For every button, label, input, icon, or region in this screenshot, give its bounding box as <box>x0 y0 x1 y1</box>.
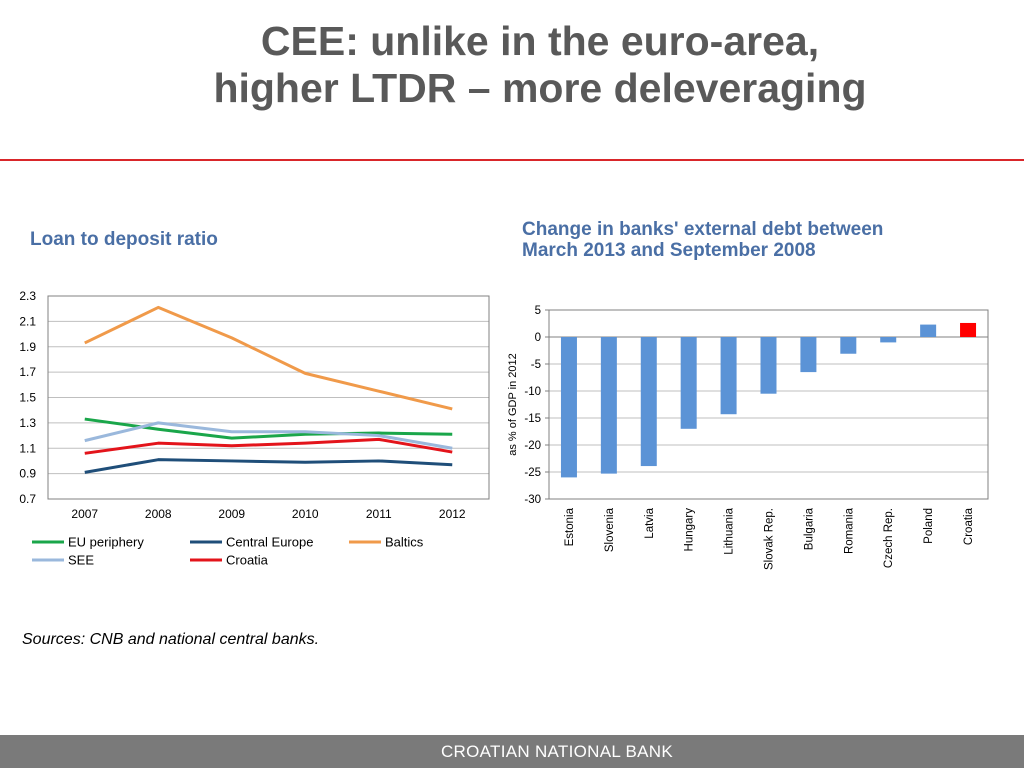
legend-label: SEE <box>68 553 94 568</box>
sources-note: Sources: CNB and national central banks. <box>22 631 320 648</box>
y-tick-label: 1.7 <box>19 365 36 379</box>
bar-croatia <box>960 322 977 337</box>
y-tick-label: 1.9 <box>19 340 36 354</box>
series-line-baltics <box>84 305 453 411</box>
x-category-label: Poland <box>923 508 935 544</box>
legend-label: Croatia <box>226 553 269 568</box>
y-tick-label: 2.1 <box>19 314 36 328</box>
series-line-eu-periphery <box>84 417 453 440</box>
loan-to-deposit-chart: 0.7 0.9 1.1 1.3 1.5 1.7 1.9 2.1 2.3 2007 2008 2009 2… <box>19 289 490 568</box>
legend-label: Baltics <box>385 535 424 550</box>
series-line-see <box>84 421 453 450</box>
x-tick-label: 2010 <box>292 507 319 521</box>
debt-chart-title: Change in banks' external debt between M… <box>522 219 884 261</box>
x-tick-label: 2008 <box>145 507 172 521</box>
bar-romania <box>840 337 857 354</box>
series-line-croatia <box>84 437 453 455</box>
x-tick-label: 2007 <box>71 507 98 521</box>
x-category-label: Lithuania <box>724 507 736 554</box>
x-category-label: Romania <box>843 507 855 554</box>
x-category-label: Croatia <box>963 507 975 545</box>
bar-slovak-rep- <box>760 337 777 394</box>
x-tick-label: 2011 <box>366 507 392 521</box>
y-tick-label: 1.1 <box>19 441 36 455</box>
x-tick-label: 2009 <box>218 507 245 521</box>
x-category-label: Bulgaria <box>803 507 815 550</box>
x-category-label: Hungary <box>684 508 696 552</box>
y-tick-label: -15 <box>524 413 541 425</box>
plot-area <box>548 309 989 500</box>
title-divider <box>0 159 1024 161</box>
legend-label: EU periphery <box>68 535 144 550</box>
x-tick-label: 2012 <box>439 507 466 521</box>
y-tick-label: 0 <box>535 332 541 344</box>
y-tick-label: 0.7 <box>19 492 36 506</box>
bar-latvia <box>640 337 657 467</box>
y-tick-label: -30 <box>524 494 541 506</box>
bar-poland <box>920 324 937 337</box>
bar-estonia <box>560 337 577 478</box>
series-line-central-europe <box>84 458 453 474</box>
y-tick-label: 2.3 <box>19 289 36 303</box>
y-tick-label: -10 <box>524 386 541 398</box>
external-debt-chart: 5 0 -5 -10 -15 -20 -25 -30 as % of GDP in 2012 Es… <box>507 305 989 570</box>
bar-czech-rep- <box>880 337 897 343</box>
bar-slovenia <box>600 337 617 474</box>
bar-bulgaria <box>800 337 817 373</box>
slide-title-line1: CEE: unlike in the euro-area, <box>260 18 820 64</box>
y-axis-label: as % of GDP in 2012 <box>507 353 519 456</box>
x-category-label: Latvia <box>644 507 656 538</box>
y-tick-label: -25 <box>524 467 541 479</box>
y-tick-label: 1.5 <box>19 391 36 405</box>
y-tick-label: 1.3 <box>19 416 36 430</box>
plot-area <box>47 295 490 500</box>
slide-title: CEE: unlike in the euro-area, higher LTD… <box>0 18 1024 112</box>
ltd-chart-title: Loan to deposit ratio <box>30 229 218 250</box>
x-category-label: Slovak Rep. <box>764 508 776 570</box>
y-tick-label: 0.9 <box>19 467 36 481</box>
y-tick-label: -5 <box>531 359 541 371</box>
x-category-label: Estonia <box>564 507 576 546</box>
legend-label: Central Europe <box>226 535 313 550</box>
y-tick-label: 5 <box>535 305 541 317</box>
slide-title-line2: higher LTDR – more deleveraging <box>213 65 867 111</box>
footer-bar: CROATIAN NATIONAL BANK <box>0 735 1024 768</box>
x-category-label: Slovenia <box>604 507 616 552</box>
bar-lithuania <box>720 337 737 415</box>
x-category-label: Czech Rep. <box>883 508 895 568</box>
y-tick-label: -20 <box>524 440 541 452</box>
bar-hungary <box>680 337 697 429</box>
footer-bank-name: CROATIAN NATIONAL BANK <box>440 742 674 761</box>
